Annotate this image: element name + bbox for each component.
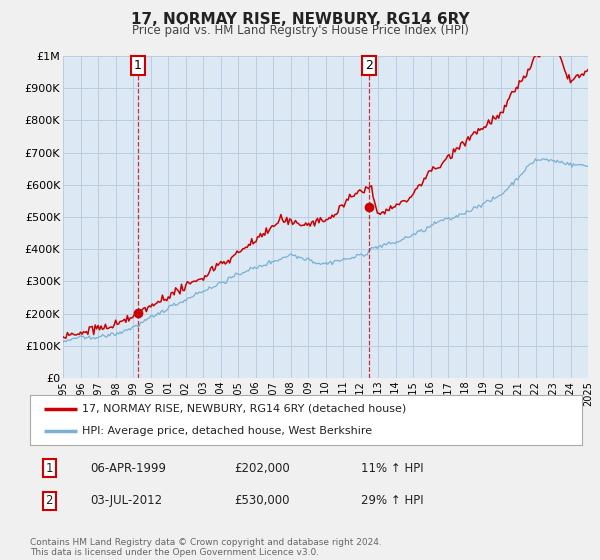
Text: 17, NORMAY RISE, NEWBURY, RG14 6RY (detached house): 17, NORMAY RISE, NEWBURY, RG14 6RY (deta… bbox=[82, 404, 407, 414]
Text: 11% ↑ HPI: 11% ↑ HPI bbox=[361, 461, 424, 474]
Text: 03-JUL-2012: 03-JUL-2012 bbox=[91, 494, 163, 507]
Text: 29% ↑ HPI: 29% ↑ HPI bbox=[361, 494, 424, 507]
Text: £202,000: £202,000 bbox=[234, 461, 290, 474]
Text: Price paid vs. HM Land Registry's House Price Index (HPI): Price paid vs. HM Land Registry's House … bbox=[131, 24, 469, 37]
Text: 17, NORMAY RISE, NEWBURY, RG14 6RY: 17, NORMAY RISE, NEWBURY, RG14 6RY bbox=[131, 12, 469, 27]
Text: 1: 1 bbox=[134, 59, 142, 72]
Text: 1: 1 bbox=[46, 461, 53, 474]
Text: HPI: Average price, detached house, West Berkshire: HPI: Average price, detached house, West… bbox=[82, 426, 373, 436]
Text: 06-APR-1999: 06-APR-1999 bbox=[91, 461, 167, 474]
Text: Contains HM Land Registry data © Crown copyright and database right 2024.
This d: Contains HM Land Registry data © Crown c… bbox=[30, 538, 382, 557]
Text: 2: 2 bbox=[365, 59, 373, 72]
Text: £530,000: £530,000 bbox=[234, 494, 290, 507]
Text: 2: 2 bbox=[46, 494, 53, 507]
